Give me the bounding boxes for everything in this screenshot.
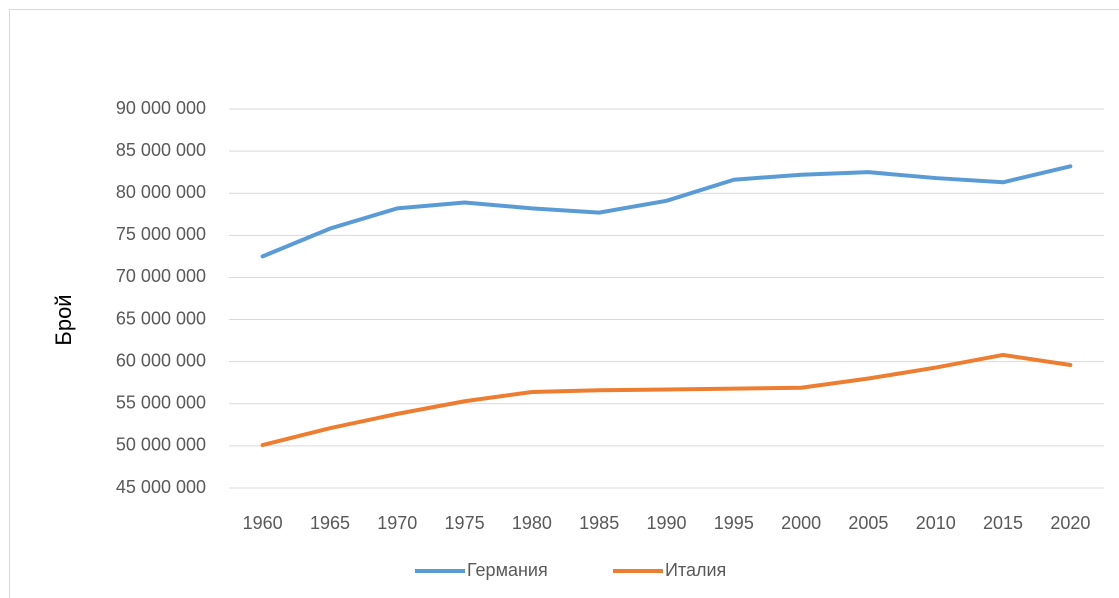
x-tick-label: 1975 xyxy=(445,513,485,533)
x-tick-label: 1970 xyxy=(377,513,417,533)
x-tick-label: 1980 xyxy=(512,513,552,533)
y-tick-label: 65 000 000 xyxy=(116,308,206,328)
y-tick-label: 85 000 000 xyxy=(116,140,206,160)
x-tick-label: 1995 xyxy=(714,513,754,533)
x-tick-label: 1960 xyxy=(243,513,283,533)
x-tick-label: 1965 xyxy=(310,513,350,533)
line-series xyxy=(260,352,1073,448)
y-tick-label: 55 000 000 xyxy=(116,393,206,413)
x-tick-label: 2005 xyxy=(848,513,888,533)
x-tick-label: 1990 xyxy=(646,513,686,533)
y-tick-label: 75 000 000 xyxy=(116,224,206,244)
line-series xyxy=(260,164,1073,259)
y-tick-label: 45 000 000 xyxy=(116,477,206,497)
x-tick-label: 2015 xyxy=(983,513,1023,533)
chart-border xyxy=(9,9,1119,598)
legend-label: Италия xyxy=(665,560,726,580)
y-tick-label: 80 000 000 xyxy=(116,182,206,202)
y-tick-label: 50 000 000 xyxy=(116,435,206,455)
x-tick-label: 2010 xyxy=(916,513,956,533)
x-tick-label: 2020 xyxy=(1050,513,1090,533)
y-tick-label: 70 000 000 xyxy=(116,266,206,286)
legend-label: Германия xyxy=(467,560,548,580)
y-tick-label: 90 000 000 xyxy=(116,98,206,118)
y-tick-label: 60 000 000 xyxy=(116,350,206,370)
y-axis-label: Брой xyxy=(51,294,76,345)
x-tick-label: 1985 xyxy=(579,513,619,533)
x-tick-label: 2000 xyxy=(781,513,821,533)
